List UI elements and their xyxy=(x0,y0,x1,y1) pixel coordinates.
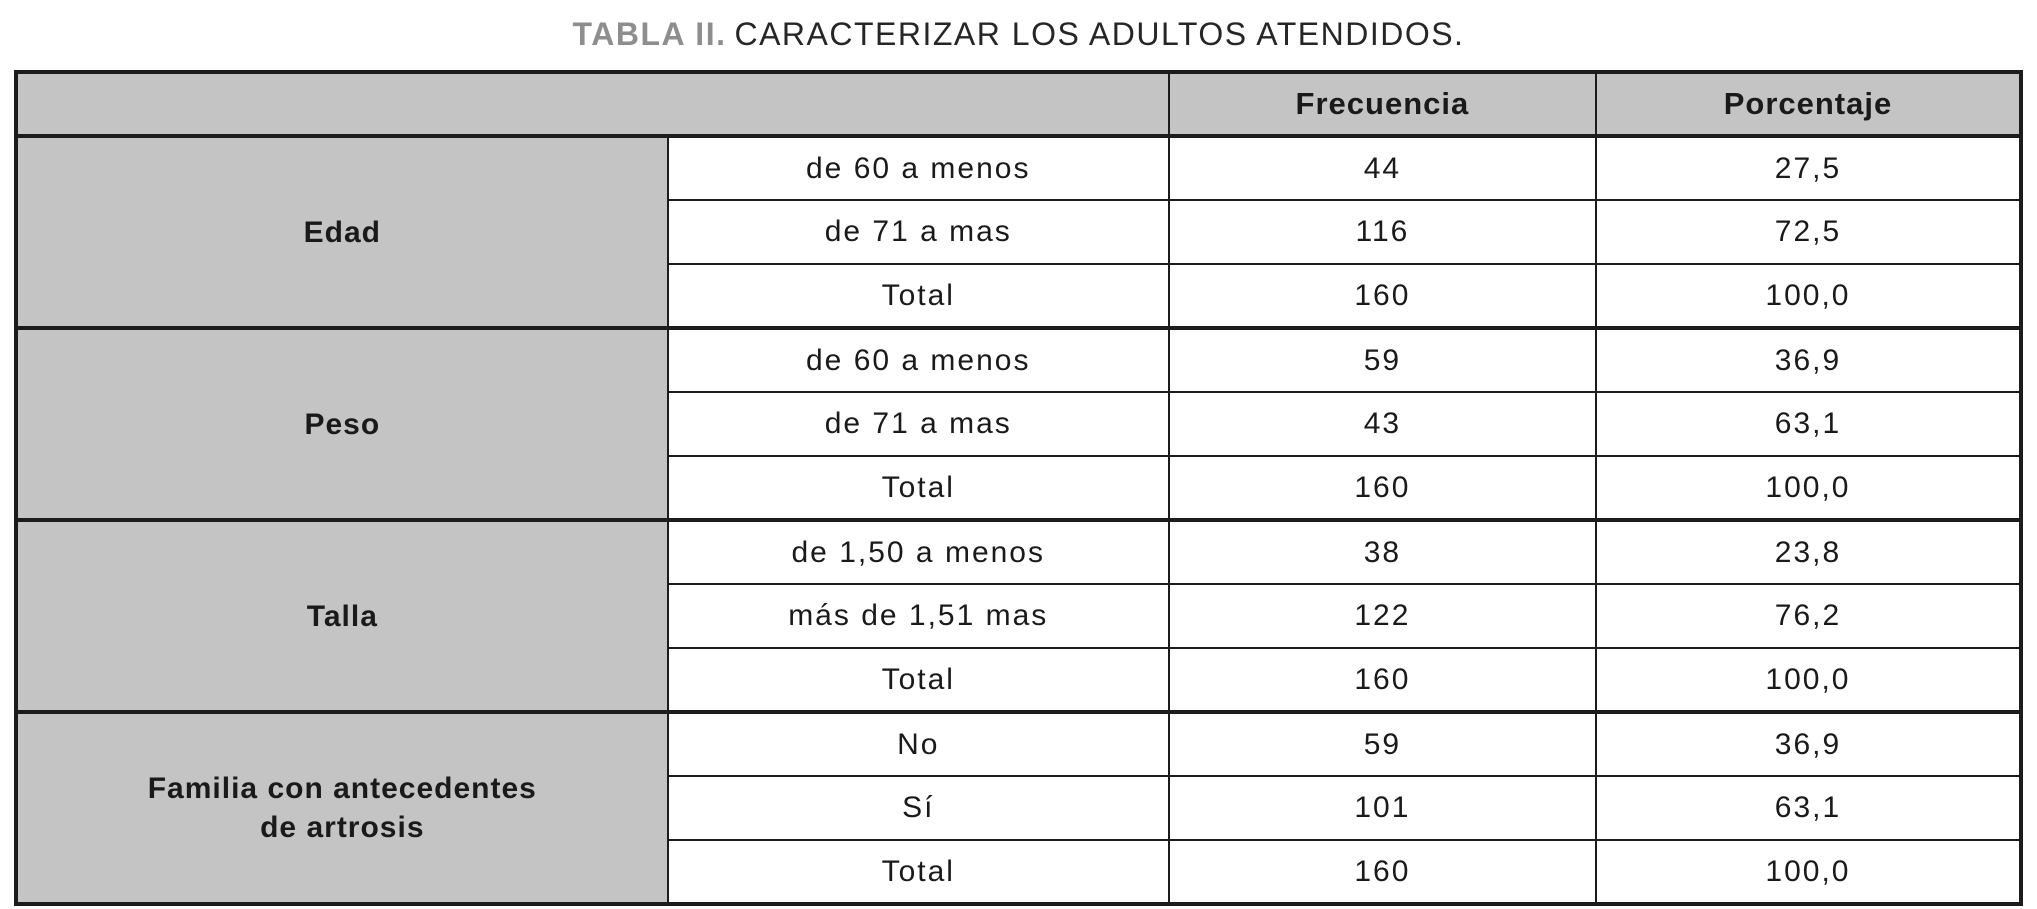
frequency-cell: 122 xyxy=(1167,583,1597,649)
label-cell: de 71 a mas xyxy=(666,199,1170,265)
title-text: CARACTERIZAR LOS ADULTOS ATENDIDOS. xyxy=(734,16,1465,52)
frequency-cell: 160 xyxy=(1167,263,1597,329)
percentage-cell: 63,1 xyxy=(1594,391,2023,457)
frequency-cell: 44 xyxy=(1167,134,1597,201)
table-row: Total 160 100,0 xyxy=(16,839,2023,905)
header-porcentaje: Porcentaje xyxy=(1594,71,2023,137)
frequency-cell: 160 xyxy=(1167,839,1597,905)
label-cell: No xyxy=(666,710,1170,777)
table-row: más de 1,51 mas 122 76,2 xyxy=(16,583,2023,649)
frequency-cell: 160 xyxy=(1167,647,1597,713)
label-cell: de 60 a menos xyxy=(666,326,1170,393)
percentage-cell: 100,0 xyxy=(1594,839,2023,905)
label-cell: Total xyxy=(666,263,1170,329)
table-row: de 71 a mas 116 72,5 xyxy=(16,199,2023,265)
label-cell: de 71 a mas xyxy=(666,391,1170,457)
category-cell-talla: Talla xyxy=(15,518,669,713)
category-cell-peso: Peso xyxy=(15,326,669,521)
header-corner-cell xyxy=(15,71,1170,137)
percentage-cell: 36,9 xyxy=(1594,710,2023,777)
table-row: Talla de 1,50 a menos 38 23,8 xyxy=(15,518,2023,713)
percentage-cell: 23,8 xyxy=(1594,518,2023,585)
table-row: Total 160 100,0 xyxy=(16,455,2023,521)
table-title: TABLA II. CARACTERIZAR LOS ADULTOS ATENDI… xyxy=(14,14,2023,54)
percentage-cell: 100,0 xyxy=(1594,647,2023,713)
title-label: TABLA II. xyxy=(572,16,727,52)
label-cell: Total xyxy=(666,455,1170,521)
frequency-cell: 43 xyxy=(1167,391,1597,457)
percentage-cell: 63,1 xyxy=(1594,775,2023,841)
label-cell: de 60 a menos xyxy=(666,134,1170,201)
label-cell: más de 1,51 mas xyxy=(666,583,1170,649)
table-row: Familia con antecedentes de artrosis No … xyxy=(15,710,2023,905)
header-row: Frecuencia Porcentaje xyxy=(15,71,2023,137)
header-frecuencia: Frecuencia xyxy=(1167,71,1597,137)
frequency-cell: 101 xyxy=(1167,775,1597,841)
label-cell: de 1,50 a menos xyxy=(666,518,1170,585)
category-cell-familia: Familia con antecedentes de artrosis xyxy=(15,710,669,905)
table-row: Edad de 60 a menos 44 27,5 xyxy=(15,134,2023,329)
frequency-cell: 38 xyxy=(1167,518,1597,585)
data-table: Frecuencia Porcentaje Edad de 60 a menos… xyxy=(14,70,2023,906)
table-row: Peso de 60 a menos 59 36,9 xyxy=(15,326,2023,521)
frequency-cell: 160 xyxy=(1167,455,1597,521)
table-row: Total 160 100,0 xyxy=(16,647,2023,713)
table-row: Sí 101 63,1 xyxy=(16,775,2023,841)
table-row: Total 160 100,0 xyxy=(16,263,2023,329)
label-cell: Total xyxy=(666,647,1170,713)
frequency-cell: 59 xyxy=(1167,326,1597,393)
percentage-cell: 36,9 xyxy=(1594,326,2023,393)
percentage-cell: 76,2 xyxy=(1594,583,2023,649)
percentage-cell: 72,5 xyxy=(1594,199,2023,265)
category-cell-edad: Edad xyxy=(15,134,669,329)
percentage-cell: 100,0 xyxy=(1594,455,2023,521)
table-row: de 71 a mas 43 63,1 xyxy=(16,391,2023,457)
percentage-cell: 100,0 xyxy=(1594,263,2023,329)
frequency-cell: 59 xyxy=(1167,710,1597,777)
label-cell: Total xyxy=(666,839,1170,905)
percentage-cell: 27,5 xyxy=(1594,134,2023,201)
label-cell: Sí xyxy=(666,775,1170,841)
frequency-cell: 116 xyxy=(1167,199,1597,265)
